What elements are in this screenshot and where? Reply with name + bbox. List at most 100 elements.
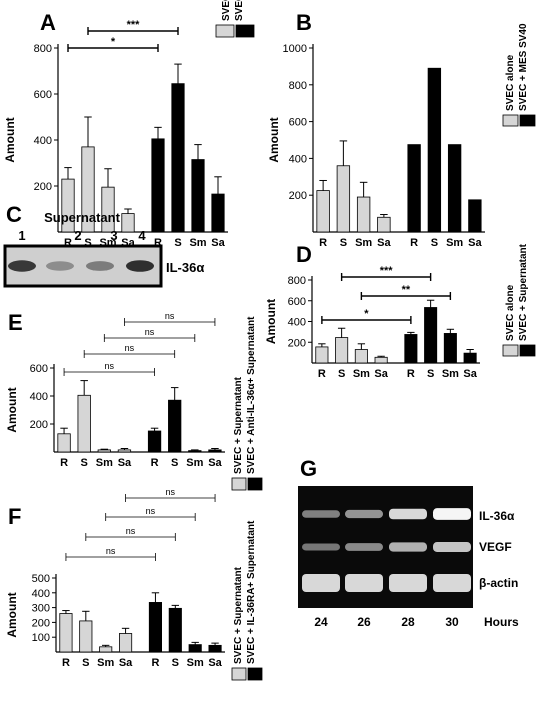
category-label: R — [410, 237, 418, 249]
blot-band — [8, 260, 36, 272]
y-tick-label: 400 — [289, 153, 307, 165]
gel-band — [345, 574, 383, 592]
category-label: Sa — [208, 657, 222, 669]
category-label: Sm — [446, 237, 463, 249]
gel-band — [389, 574, 427, 592]
gel-band — [345, 509, 383, 519]
panel-letter-e: E — [8, 310, 23, 335]
panel-letter-a: A — [40, 10, 56, 35]
panel-letter-f: F — [8, 504, 21, 529]
legend-swatch-light — [215, 24, 235, 38]
bar — [356, 196, 371, 233]
y-tick-label: 500 — [32, 573, 50, 585]
legend-swatch-light — [502, 344, 519, 357]
bar — [316, 190, 330, 233]
bar — [79, 620, 93, 653]
category-label: S — [174, 237, 181, 249]
y-tick-label: 600 — [289, 117, 307, 129]
blot-band — [46, 261, 74, 271]
bar — [191, 159, 205, 233]
blot-lane-4: 4 — [138, 228, 146, 243]
y-tick-label: 100 — [32, 632, 50, 644]
category-label: Sa — [377, 237, 391, 249]
category-label: S — [172, 657, 179, 669]
y-tick-label: 200 — [30, 419, 48, 431]
gel-time-unit: Hours — [484, 615, 519, 629]
significance-label: ns — [145, 327, 155, 337]
bar — [188, 644, 202, 653]
significance-label: * — [111, 36, 116, 48]
legend-swatch-dark — [235, 24, 255, 38]
category-label: Sa — [463, 368, 477, 380]
legend-label: SVEC in M-RGF — [221, 0, 232, 21]
category-label: S — [427, 368, 434, 380]
category-label: Sm — [96, 457, 113, 469]
significance-label: ns — [106, 546, 116, 556]
legend-label: SVEC + IL-36RA+ Supernatant — [246, 520, 257, 664]
significance-label: ns — [146, 506, 156, 516]
gel-band — [302, 510, 340, 518]
bar — [119, 633, 133, 653]
significance-label: ns — [125, 343, 135, 353]
category-label: R — [154, 237, 162, 249]
bar — [168, 607, 182, 653]
western-blot-c: Supernatant 1 2 3 4 IL-36α — [3, 210, 204, 288]
category-label: S — [338, 368, 345, 380]
bar — [208, 449, 222, 453]
category-label: R — [64, 237, 72, 249]
gel-row-label-bactin: β-actin — [479, 576, 518, 590]
legend-label: SVEC + MES SV40 — [518, 23, 529, 111]
legend-swatch-dark — [247, 667, 263, 681]
y-tick-label: 200 — [288, 337, 306, 349]
bar — [148, 602, 162, 653]
bar — [168, 399, 182, 453]
blot-band — [86, 261, 114, 271]
blot-title: Supernatant — [44, 210, 121, 225]
bar — [211, 193, 225, 233]
legend-label: SVEC + Anti-IL-36α+ Supernatant — [246, 316, 257, 474]
y-axis-label: Amount — [5, 592, 19, 637]
category-label: Sa — [468, 237, 482, 249]
category-label: R — [62, 657, 70, 669]
legend-label: SVEC alone — [505, 54, 516, 111]
category-label: R — [151, 457, 159, 469]
category-label: Sm — [187, 657, 204, 669]
legend-label: SVEC + Supernatant — [233, 566, 244, 664]
bar — [374, 356, 388, 364]
y-axis-label: Amount — [264, 299, 278, 344]
bar — [377, 216, 391, 233]
category-label: R — [151, 657, 159, 669]
bar — [443, 333, 457, 364]
bar — [336, 165, 351, 233]
significance-label: *** — [380, 265, 394, 277]
panel-letter-c: C — [6, 202, 22, 227]
significance-label: ns — [166, 487, 176, 497]
category-label: Sa — [374, 368, 388, 380]
category-label: R — [60, 457, 68, 469]
bar — [171, 83, 185, 233]
blot-lane-1: 1 — [18, 228, 25, 243]
legend-label: SVEC + Supernatant — [518, 243, 529, 341]
significance-label: ns — [165, 311, 175, 321]
significance-label: * — [364, 308, 369, 320]
y-axis-label: Amount — [5, 387, 19, 432]
legend-swatch-light — [231, 477, 247, 491]
bar — [427, 67, 442, 233]
bar — [97, 449, 111, 453]
panel-letter-d: D — [296, 242, 312, 267]
gel-band — [345, 543, 383, 551]
y-tick-label: 300 — [32, 603, 50, 615]
bar — [59, 613, 73, 653]
gel-time-26: 26 — [357, 615, 371, 629]
bar — [335, 337, 349, 364]
blot-lane-2: 2 — [74, 228, 81, 243]
blot-band-label: IL-36α — [166, 260, 204, 275]
bar — [463, 352, 477, 364]
chart-b: 200 400 600 800 1000 Amount R S Sm Sa R S Sm Sa SVEC a… — [267, 23, 536, 249]
category-label: Sa — [211, 237, 225, 249]
